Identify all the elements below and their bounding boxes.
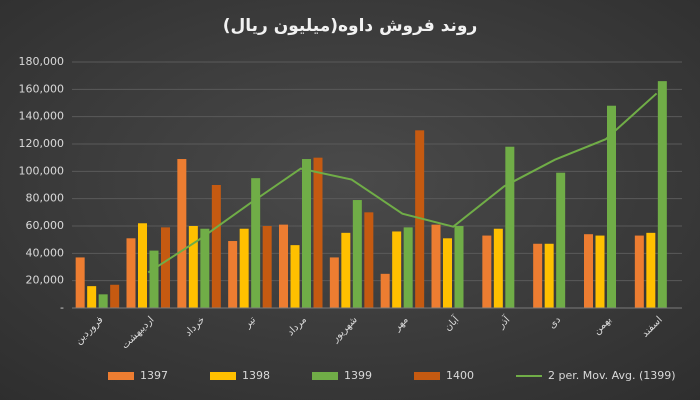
legend-swatch [108, 372, 134, 380]
bar [415, 130, 425, 308]
bar [403, 227, 413, 308]
bar [646, 232, 656, 308]
bar [177, 159, 187, 308]
bar [110, 284, 120, 308]
chart-title: روند فروش داوه(میلیون ریال) [223, 16, 478, 36]
bar [533, 243, 543, 308]
bar [584, 234, 593, 308]
y-tick-label: 20,000 [26, 274, 65, 287]
bar [279, 224, 288, 308]
y-tick-label: 180,000 [19, 55, 65, 68]
bar [482, 235, 492, 308]
bar [493, 228, 503, 308]
bar [126, 238, 136, 308]
legend-label: 2 per. Mov. Avg. (1399) [548, 369, 676, 382]
bar [505, 146, 515, 308]
bar [352, 200, 362, 308]
bar [595, 235, 605, 308]
bar [228, 241, 238, 308]
bar [380, 273, 390, 308]
bar [239, 228, 249, 308]
y-tick-label: 140,000 [19, 110, 65, 123]
bar [544, 243, 554, 308]
legend-swatch [312, 372, 338, 380]
y-tick-label: - [60, 301, 64, 314]
legend-label: 1399 [344, 369, 372, 382]
legend-swatch [414, 372, 440, 380]
bar [290, 245, 300, 308]
bar [302, 159, 311, 308]
bar [392, 231, 402, 308]
y-tick-label: 100,000 [19, 164, 65, 177]
bar [454, 226, 464, 308]
legend-label: 1397 [140, 369, 168, 382]
bar [556, 172, 566, 308]
moving-average-line [147, 92, 658, 274]
bar [188, 226, 198, 308]
bar [200, 228, 210, 308]
bar [161, 227, 170, 308]
bar [87, 286, 97, 308]
legend-label: 1398 [242, 369, 270, 382]
bar [98, 294, 108, 308]
bar [341, 232, 351, 308]
bar [607, 105, 616, 308]
bar [149, 250, 159, 308]
legend-swatch [210, 372, 236, 380]
bar [443, 238, 452, 308]
bar [262, 226, 272, 308]
bar [431, 224, 441, 308]
y-tick-label: 80,000 [26, 192, 65, 205]
bar [313, 157, 323, 308]
bar [138, 223, 147, 308]
y-tick-label: 60,000 [26, 219, 65, 232]
y-tick-label: 120,000 [19, 137, 65, 150]
bar [329, 257, 339, 308]
bar [657, 81, 667, 308]
y-tick-label: 40,000 [26, 246, 65, 259]
bar [75, 257, 85, 308]
legend-label: 1400 [446, 369, 474, 382]
bar [364, 212, 374, 308]
y-tick-label: 160,000 [19, 82, 65, 95]
bar [251, 178, 261, 308]
bar [211, 185, 221, 308]
bar [634, 235, 644, 308]
